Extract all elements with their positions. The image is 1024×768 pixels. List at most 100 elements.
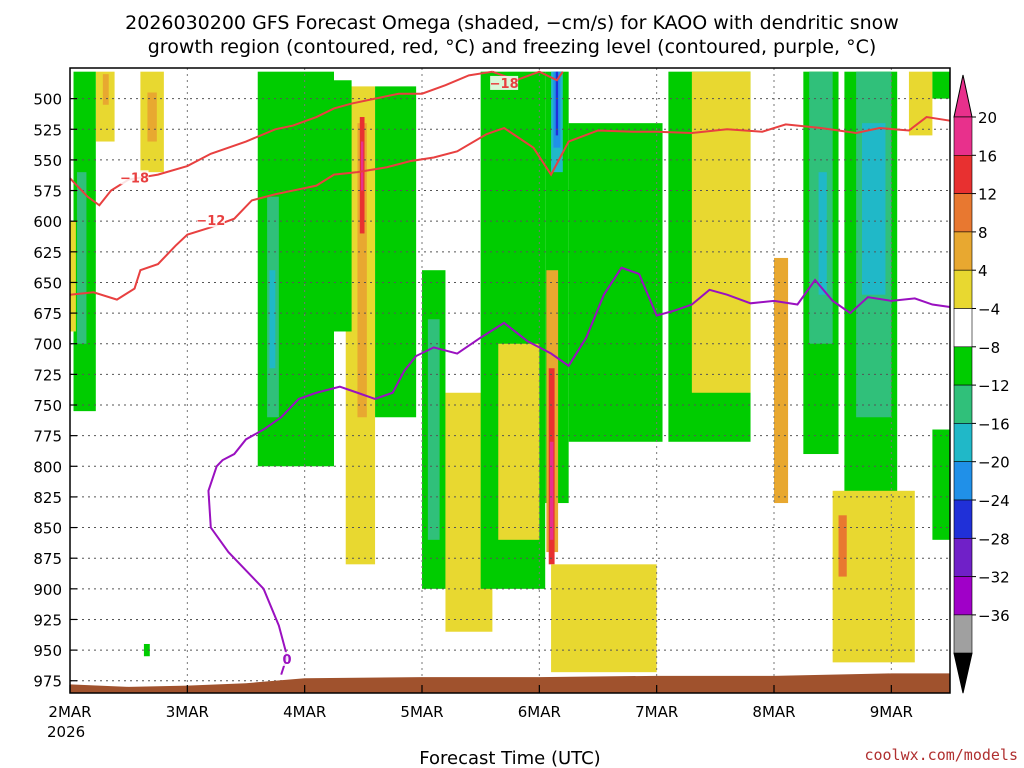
x-tick-label-0: 2MAR <box>48 703 91 721</box>
omega-shaded-cell-25 <box>549 441 554 540</box>
freezing-level-contour-0-line <box>207 266 951 675</box>
x-tick-label-7: 9MAR <box>870 703 913 721</box>
omega-shaded-cell-40 <box>908 71 933 136</box>
x-tick-label-3: 5MAR <box>400 703 443 721</box>
omega-shaded-cell-12 <box>357 123 367 418</box>
x-tick-label-1: 3MAR <box>166 703 209 721</box>
omega-shaded-cell-18 <box>427 319 440 540</box>
y-tick-label-500: 500 <box>33 91 62 109</box>
y-tick-label-875: 875 <box>33 550 62 568</box>
colorbar-label-5: −4 <box>978 301 1000 319</box>
colorbar-label-12: −32 <box>978 569 1010 587</box>
y-tick-label-525: 525 <box>33 121 62 139</box>
colorbar-swatch-13 <box>953 614 973 654</box>
colorbar-swatch-4 <box>953 269 973 309</box>
colorbar-swatch-2 <box>953 193 973 233</box>
colorbar-swatch-3 <box>953 231 973 271</box>
x-tick-label-6: 8MAR <box>752 703 795 721</box>
plot-frame <box>69 67 951 694</box>
freezing-level-contour-0-label: 0 <box>283 653 292 668</box>
contour-lines: −18 −12 −18 0 <box>69 70 951 675</box>
dgz-contour-1-line <box>69 115 951 301</box>
omega-shaded-cell-28 <box>555 71 559 136</box>
omega-shaded-cell-43 <box>932 429 950 540</box>
omega-shaded-cell-5 <box>77 172 87 344</box>
x-tick-label-5: 7MAR <box>635 703 678 721</box>
y-tick-label-550: 550 <box>33 152 62 170</box>
omega-shaded-cell-0 <box>95 71 115 142</box>
chart-title-line1: 2026030200 GFS Forecast Omega (shaded, −… <box>125 12 899 34</box>
omega-shaded-cell-21 <box>498 343 540 540</box>
colorbar-label-11: −28 <box>978 530 1010 548</box>
colorbar-label-0: 20 <box>978 109 997 127</box>
x-tick-label-4: 6MAR <box>518 703 561 721</box>
y-tick-label-700: 700 <box>33 336 62 354</box>
colorbar-top-arrow <box>953 74 973 118</box>
colorbar-label-6: −8 <box>978 339 1000 357</box>
x-axis-year-label: 2026 <box>47 723 85 741</box>
y-tick-label-950: 950 <box>33 642 62 660</box>
omega-shading <box>70 71 950 673</box>
y-tick-label-750: 750 <box>33 397 62 415</box>
y-tick-label-650: 650 <box>33 274 62 292</box>
omega-shaded-cell-36 <box>818 172 827 295</box>
omega-shaded-cell-6 <box>70 221 76 332</box>
colorbar-swatch-11 <box>953 537 973 577</box>
colorbar-swatch-0 <box>953 116 973 156</box>
y-tick-label-575: 575 <box>33 183 62 201</box>
colorbar-swatch-8 <box>953 423 973 462</box>
colorbar-label-9: −20 <box>978 454 1010 472</box>
freezing-level-contour-0-label-bg <box>273 651 302 666</box>
dgz-contour-0-label-bg <box>120 170 149 185</box>
x-axis-ticks: 2MAR 3MAR 4MAR 5MAR 6MAR 7MAR 8MAR 9MAR <box>48 685 913 721</box>
dgz-contour-0-line <box>69 70 493 207</box>
colorbar-swatch-1 <box>953 155 973 194</box>
omega-shaded-cell-30 <box>568 123 663 442</box>
omega-shaded-cell-7 <box>143 643 150 657</box>
colorbar-swatch-6 <box>953 346 973 386</box>
omega-shaded-cell-32 <box>691 71 751 393</box>
omega-shaded-cell-29 <box>551 564 657 673</box>
omega-shaded-cell-33 <box>774 257 789 504</box>
x-axis-title: Forecast Time (UTC) <box>419 748 600 768</box>
colorbar-swatch-10 <box>953 499 973 539</box>
y-tick-label-725: 725 <box>33 366 62 384</box>
y-tick-label-925: 925 <box>33 611 62 629</box>
y-tick-label-625: 625 <box>33 244 62 262</box>
colorbar-label-2: 12 <box>978 186 997 204</box>
y-tick-label-850: 850 <box>33 520 62 538</box>
y-tick-label-775: 775 <box>33 428 62 446</box>
omega-shaded-cell-39 <box>862 123 886 295</box>
y-tick-label-975: 975 <box>33 673 62 691</box>
colorbar-label-7: −12 <box>978 377 1010 395</box>
omega-shaded-cell-10 <box>269 270 276 369</box>
omega-shaded-cell-15 <box>328 80 352 332</box>
colorbar-label-4: 4 <box>978 262 988 280</box>
dgz-contour-2-label: −18 <box>490 77 519 92</box>
colorbar-label-8: −16 <box>978 415 1010 433</box>
y-tick-label-675: 675 <box>33 305 62 323</box>
grid-lines <box>69 68 950 693</box>
chart-title-line2: growth region (contoured, red, °C) and f… <box>148 36 877 58</box>
omega-shaded-cell-14 <box>360 141 364 191</box>
dgz-contour-0-label: −18 <box>120 171 149 186</box>
colorbar: 20 16 12 8 4 −4 −8 −12 −16 −20 −24 −28 −32 −36 <box>953 74 1010 694</box>
dgz-contour-2-label-bg <box>490 75 519 90</box>
colorbar-swatch-9 <box>953 461 973 501</box>
y-tick-label-600: 600 <box>33 213 62 231</box>
credit-text: coolwx.com/models <box>864 746 1018 764</box>
colorbar-swatch-5 <box>953 308 973 348</box>
terrain-fill <box>70 673 950 693</box>
y-axis-ticks: 500 525 550 575 600 625 650 675 700 725 750 775 800 8… <box>33 91 77 691</box>
omega-shaded-cell-42 <box>838 515 847 577</box>
colorbar-label-10: −24 <box>978 492 1010 510</box>
colorbar-swatch-7 <box>953 384 973 424</box>
colorbar-swatch-12 <box>953 576 973 616</box>
colorbar-bottom-arrow <box>953 652 973 694</box>
x-tick-label-2: 4MAR <box>283 703 326 721</box>
omega-shaded-cell-44 <box>932 71 950 99</box>
omega-shaded-cell-1 <box>102 74 109 105</box>
colorbar-label-1: 16 <box>978 147 997 165</box>
dgz-contour-1-label-bg <box>196 213 225 228</box>
